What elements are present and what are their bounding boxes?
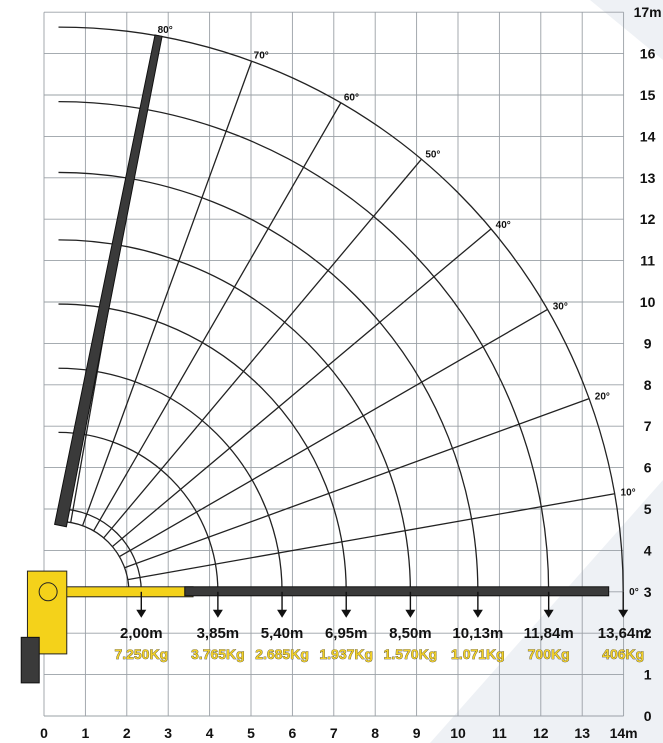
- y-tick-label: 5: [644, 501, 652, 517]
- x-tick-label: 2: [123, 725, 131, 741]
- capacity-load-label: 3.765Kg: [191, 646, 245, 662]
- angle-rays: [70, 35, 615, 581]
- outreach-arrowhead: [543, 609, 554, 618]
- capacity-labels: 2,00m 7.250Kg 3,85m 3.765Kg 5,40m 2.685Kg 6,95…: [114, 625, 648, 662]
- angle-label: 50°: [425, 150, 440, 161]
- y-axis-unit-label: 17m: [634, 4, 662, 20]
- y-tick-label: 7: [644, 418, 652, 434]
- outreach-radius-label: 11,84m: [524, 625, 574, 642]
- outreach-radius-label: 13,64m: [598, 625, 649, 642]
- boom-upper-sections: [54, 34, 163, 528]
- pivot-joint: [38, 582, 58, 602]
- y-tick-label: 15: [640, 87, 656, 103]
- outreach-arrowhead: [136, 609, 147, 618]
- x-tick-label: 7: [330, 725, 338, 741]
- y-tick-label: 14: [640, 128, 656, 144]
- outreach-arrowhead: [277, 609, 288, 618]
- x-tick-label: 4: [206, 725, 214, 741]
- outreach-radius-label: 5,40m: [261, 625, 304, 642]
- angle-ray: [103, 158, 422, 539]
- y-tick-label: 16: [640, 46, 656, 62]
- x-tick-label: 1: [82, 725, 90, 741]
- y-tick-label: 8: [644, 377, 652, 393]
- outreach-arrowhead: [212, 609, 223, 618]
- angle-ray: [111, 228, 492, 548]
- y-tick-label: 3: [644, 584, 652, 600]
- y-tick-label: 1: [644, 667, 652, 683]
- angle-labels: 0° 10° 20° 30° 40° 50° 60° 70° 80°: [158, 25, 639, 598]
- capacity-load-label: 700Kg: [528, 646, 570, 662]
- x-tick-label: 12: [533, 725, 549, 741]
- capacity-load-label: 2.685Kg: [255, 646, 309, 662]
- y-tick-label: 0: [644, 708, 652, 724]
- x-tick-label: 6: [289, 725, 297, 741]
- outreach-arrowhead: [405, 609, 416, 618]
- angle-ray: [124, 398, 590, 569]
- radius-arcs: [58, 26, 624, 592]
- radius-arc: [58, 100, 550, 592]
- angle-label: 20°: [595, 392, 610, 403]
- radius-arc: [58, 26, 624, 592]
- angle-label: 30°: [553, 301, 568, 312]
- x-axis-unit-label: 14m: [610, 725, 638, 741]
- x-tick-label: 10: [450, 725, 466, 741]
- radius-arc: [58, 431, 219, 592]
- angle-label: 0°: [629, 587, 639, 598]
- angle-label: 70°: [254, 51, 269, 62]
- y-tick-label: 10: [640, 294, 656, 310]
- outreach-arrowhead: [472, 609, 483, 618]
- y-tick-label: 2: [644, 625, 652, 641]
- radius-arc: [58, 171, 479, 592]
- angle-ray: [127, 493, 615, 581]
- capacity-load-label: 1.570Kg: [384, 646, 438, 662]
- capacity-load-label: 1.071Kg: [451, 646, 505, 662]
- outreach-arrowhead: [341, 609, 352, 618]
- grid: [43, 11, 625, 717]
- angle-ray: [119, 308, 548, 558]
- angle-ray: [93, 102, 342, 532]
- y-tick-label: 6: [644, 460, 652, 476]
- angle-label: 10°: [621, 488, 636, 499]
- angle-label: 80°: [158, 25, 173, 36]
- radius-arc: [58, 367, 283, 592]
- y-tick-label: 11: [640, 253, 655, 269]
- x-tick-label: 11: [492, 725, 507, 741]
- outreach-radius-label: 2,00m: [120, 625, 163, 642]
- x-tick-label: 13: [574, 725, 590, 741]
- x-tick-label: 5: [247, 725, 255, 741]
- outreach-radius-label: 3,85m: [197, 625, 240, 642]
- y-tick-label: 9: [644, 335, 652, 351]
- crane-boom: [20, 34, 610, 684]
- angle-label: 60°: [344, 93, 359, 104]
- boom-horizontal-dark: [184, 586, 610, 597]
- radius-arc: [58, 508, 142, 592]
- axis-ticks: 0 1 2 3 4 5 6 7 8 9 10 11 12 13 14m0123456789101112131…: [40, 4, 662, 741]
- outreach-arrowhead: [618, 609, 629, 618]
- y-tick-label: 4: [644, 542, 652, 558]
- radius-arc: [58, 520, 130, 592]
- x-tick-label: 0: [40, 725, 48, 741]
- capacity-load-label: 406Kg: [602, 646, 644, 662]
- x-tick-label: 9: [413, 725, 421, 741]
- capacity-load-label: 7.250Kg: [114, 646, 168, 662]
- outreach-radius-label: 6,95m: [325, 625, 368, 642]
- radius-arc: [58, 303, 347, 592]
- x-tick-label: 3: [164, 725, 172, 741]
- x-tick-label: 8: [371, 725, 379, 741]
- crane-base: [20, 636, 40, 684]
- y-tick-label: 13: [640, 170, 656, 186]
- background-panel-top: [590, 0, 663, 60]
- angle-label: 40°: [496, 220, 511, 231]
- boom-horizontal-yellow: [64, 586, 194, 598]
- capacity-load-label: 1.937Kg: [319, 646, 373, 662]
- radius-arc: [58, 239, 412, 592]
- outreach-arrows: [136, 591, 629, 618]
- y-tick-label: 12: [640, 211, 656, 227]
- outreach-radius-label: 10,13m: [452, 625, 503, 642]
- angle-ray: [81, 60, 253, 526]
- outreach-radius-label: 8,50m: [389, 625, 432, 642]
